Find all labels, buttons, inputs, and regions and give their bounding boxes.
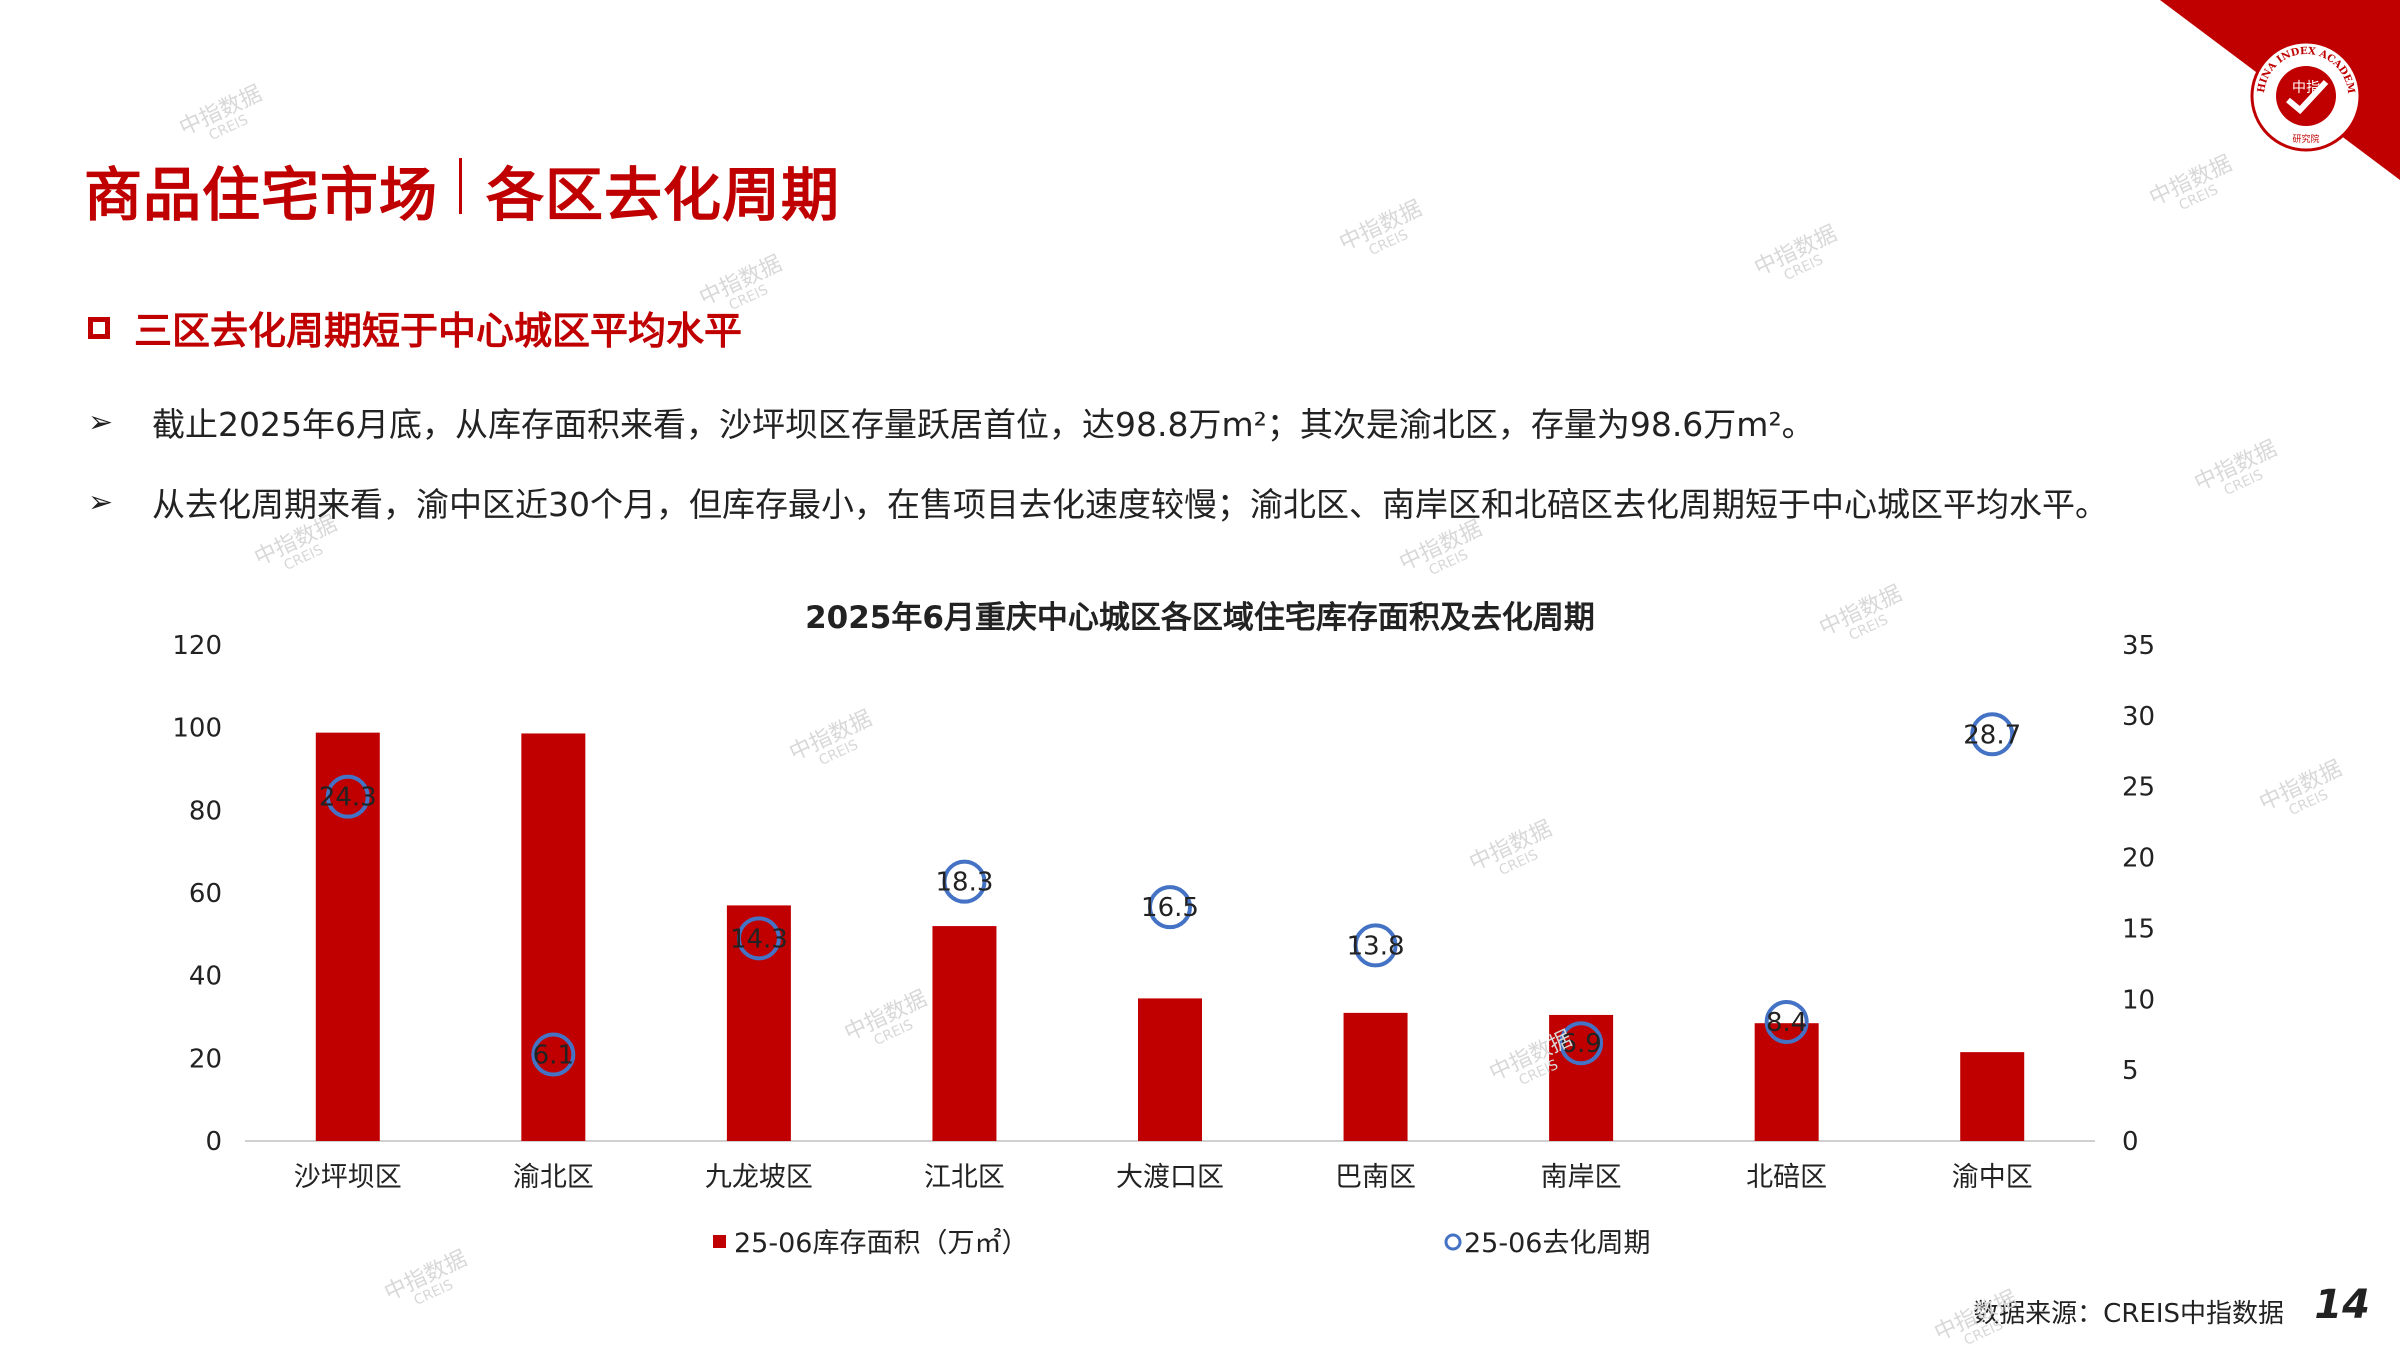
y-left-tick-label: 0 — [205, 1127, 222, 1157]
y-left-tick-label: 80 — [189, 796, 222, 826]
page-number: 14 — [2314, 1282, 2370, 1328]
logo-center: 中指 — [2292, 80, 2320, 96]
y-left-tick-label: 60 — [189, 879, 222, 909]
y-right-tick-label: 5 — [2122, 1056, 2139, 1086]
scatter-point — [1353, 923, 1398, 968]
data-label: 28.7 — [1963, 720, 2021, 750]
x-tick-label: 江北区 — [924, 1162, 1005, 1193]
y-left-tick-label: 40 — [189, 962, 222, 992]
page-title: 商品住宅市场 各区去化周期 — [84, 148, 840, 232]
bar — [1960, 1052, 2025, 1141]
data-label: 6.1 — [533, 1041, 574, 1071]
bar — [1343, 1012, 1408, 1141]
bullet-point: ➢ 从去化周期来看，渝中区近30个月，但库存最小，在售项目去化速度较慢；渝北区、… — [88, 478, 2108, 526]
data-label: 18.3 — [935, 868, 993, 898]
y-left-tick-label: 100 — [172, 714, 222, 744]
data-label: 13.8 — [1347, 931, 1405, 961]
x-tick-label: 沙坪坝区 — [294, 1162, 402, 1193]
bar — [726, 905, 791, 1141]
y-right-tick-label: 30 — [2122, 702, 2155, 732]
title-separator — [459, 158, 462, 214]
y-right-tick-label: 25 — [2122, 773, 2155, 803]
section-heading: 三区去化周期短于中心城区平均水平 — [88, 300, 742, 355]
scatter-point — [736, 916, 781, 961]
y-left-tick-label: 120 — [172, 631, 222, 661]
bar — [1549, 1014, 1614, 1141]
data-label: 14.3 — [730, 924, 788, 954]
scatter-point — [1148, 885, 1192, 930]
x-tick-label: 巴南区 — [1335, 1162, 1416, 1193]
scatter-point — [1764, 999, 1809, 1044]
scatter-point — [942, 859, 987, 904]
y-right-tick-label: 15 — [2122, 914, 2155, 944]
y-left-tick-label: 20 — [189, 1044, 222, 1074]
x-tick-label: 北碚区 — [1746, 1162, 1827, 1193]
y-right-tick-label: 20 — [2122, 844, 2155, 874]
scatter-point — [1970, 712, 2015, 757]
title-part1: 商品住宅市场 — [84, 161, 439, 229]
x-tick-label: 大渡口区 — [1116, 1162, 1224, 1193]
square-bullet-icon — [88, 316, 110, 339]
bullet-text: 从去化周期来看，渝中区近30个月，但库存最小，在售项目去化速度较慢；渝北区、南岸… — [152, 485, 2108, 524]
x-tick-label: 渝中区 — [1952, 1162, 2033, 1193]
arrow-bullet-icon: ➢ — [88, 484, 114, 520]
data-label: 24.3 — [319, 783, 377, 813]
scatter-point — [325, 774, 370, 819]
y-right-tick-label: 10 — [2122, 985, 2155, 1015]
y-right-tick-label: 35 — [2122, 631, 2155, 661]
title-part2: 各区去化周期 — [486, 161, 841, 229]
bar — [1138, 998, 1202, 1141]
scatter-point — [531, 1032, 576, 1077]
section-heading-text: 三区去化周期短于中心城区平均水平 — [134, 309, 743, 353]
x-tick-label: 九龙坡区 — [705, 1162, 813, 1193]
legend-bar-label: 25-06库存面积（万㎡） — [734, 1228, 1028, 1259]
x-tick-label: 南岸区 — [1541, 1162, 1622, 1193]
legend-point-swatch — [1444, 1233, 1462, 1251]
bar — [521, 733, 586, 1141]
data-label: 6.9 — [1560, 1029, 1601, 1059]
chart-title: 2025年6月重庆中心城区各区域住宅库存面积及去化周期 — [805, 600, 1595, 636]
bullet-point: ➢ 截止2025年6月底，从库存面积来看，沙坪坝区存量跃居首位，达98.8万m²… — [88, 398, 1815, 446]
bullet-text: 截止2025年6月底，从库存面积来看，沙坪坝区存量跃居首位，达98.8万m²；其… — [152, 405, 1815, 444]
bar — [932, 926, 997, 1141]
data-label: 16.5 — [1141, 893, 1199, 923]
scatter-point — [1559, 1021, 1604, 1066]
logo-seal: CHINA INDEX ACADEMY 中指 研究院 — [2248, 38, 2362, 152]
data-label: 8.4 — [1766, 1008, 1807, 1038]
legend-point-label: 25-06去化周期 — [1464, 1228, 1650, 1259]
legend-bar-swatch — [713, 1235, 726, 1248]
data-source: 数据来源：CREIS中指数据 — [1973, 1299, 2284, 1329]
arrow-bullet-icon: ➢ — [88, 404, 114, 440]
y-right-tick-label: 0 — [2122, 1127, 2139, 1157]
logo-bottom: 研究院 — [2292, 133, 2319, 145]
x-tick-label: 渝北区 — [513, 1162, 594, 1193]
